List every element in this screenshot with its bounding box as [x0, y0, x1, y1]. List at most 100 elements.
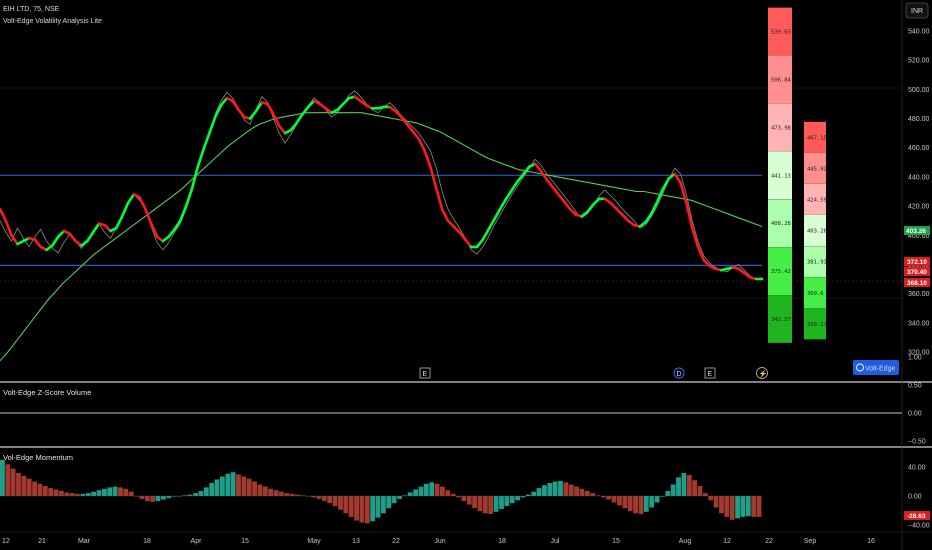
smoothed-line-segment [685, 201, 694, 230]
momentum-bar [316, 496, 322, 499]
zone-band [804, 246, 826, 278]
momentum-bar [477, 496, 483, 512]
momentum-bar [252, 481, 257, 496]
momentum-bar [128, 491, 134, 496]
svg-text:372.10: 372.10 [907, 259, 927, 266]
momentum-bar [42, 485, 48, 496]
smoothed-line-segment [68, 232, 77, 243]
smoothed-line-segment [522, 165, 531, 176]
momentum-bar [601, 496, 606, 498]
momentum-bar [102, 488, 107, 496]
momentum-bar [279, 491, 284, 496]
momentum-bar [59, 491, 64, 496]
smoothed-line-segment [254, 101, 264, 113]
time-axis-tick: 18 [143, 538, 151, 545]
time-axis-tick: 16 [867, 538, 875, 545]
momentum-bar [177, 496, 182, 497]
smoothed-line-segment [498, 197, 508, 211]
momentum-bar [359, 496, 365, 523]
zone-level-label: 424.59 [807, 197, 827, 203]
smoothed-line-segment [452, 225, 461, 234]
smoothed-line-segment [190, 165, 200, 190]
momentum-bar [643, 496, 649, 512]
momentum-bar [520, 496, 526, 498]
price-axis-tick: 360.00 [908, 291, 930, 298]
zone-band [804, 121, 826, 153]
momentum-bar [627, 496, 633, 512]
momentum-bar [713, 496, 719, 508]
close-price-tag: 370.40 [904, 267, 930, 276]
svg-text:Volt-Edge: Volt-Edge [865, 366, 895, 373]
momentum-bar [472, 496, 477, 509]
momentum-bar [139, 496, 145, 499]
zscore-axis-tick: 0.00 [908, 411, 922, 418]
price-axis-tick: 540.00 [908, 29, 930, 36]
smoothed-line-segment [504, 188, 514, 201]
earnings-marker-icon[interactable]: E [704, 367, 716, 379]
zone-band [804, 277, 826, 309]
momentum-bars [0, 460, 762, 524]
smoothed-line-segment [196, 147, 205, 168]
momentum-bar [536, 488, 542, 496]
momentum-bar [660, 496, 665, 497]
smoothed-line-segment [4, 219, 13, 237]
zone-level-label: 375.42 [771, 269, 791, 275]
smoothed-line-segment [103, 223, 112, 233]
smoothed-line-segment [655, 187, 665, 203]
momentum-bar [611, 496, 617, 503]
smoothed-line-segment [86, 231, 95, 243]
smoothed-line-segment [167, 228, 176, 238]
svg-text:370.40: 370.40 [907, 269, 927, 276]
zscore-axis-tick: 1.00 [908, 355, 922, 362]
time-axis-tick: Aug [679, 538, 692, 545]
momentum-bar [703, 493, 708, 496]
momentum-bar [182, 495, 188, 496]
zone-band [804, 183, 826, 215]
dividend-marker-icon[interactable]: D [673, 367, 685, 379]
smoothed-line-segment [51, 235, 60, 247]
smoothed-line-segment [289, 121, 299, 132]
volatility-zones: Snapshot539.63506.84473.98441.13408.2837… [768, 7, 827, 343]
momentum-bar [751, 496, 757, 517]
time-axis-tick: 15 [241, 538, 249, 545]
momentum-bar [574, 486, 579, 496]
momentum-bar [5, 464, 11, 496]
volt-edge-badge[interactable]: Volt-Edge [853, 360, 899, 375]
momentum-bar [53, 489, 59, 496]
time-axis-tick: May [307, 538, 321, 545]
earnings-marker-icon[interactable]: E [419, 367, 431, 379]
momentum-pane-title: Vol-Edge Momentum [3, 453, 73, 462]
smoothed-line-segment [621, 213, 630, 222]
momentum-bar [558, 480, 563, 496]
zone-level-label: 441.13 [771, 173, 791, 179]
momentum-value-tag: -28.63 [904, 511, 930, 520]
momentum-bar [499, 496, 504, 509]
smoothed-line-segment [458, 231, 467, 241]
momentum-bar [150, 496, 156, 502]
momentum-bar [107, 487, 113, 496]
momentum-bar [375, 496, 381, 518]
smoothed-line-segment [411, 130, 421, 141]
smoothed-line-segment [510, 180, 520, 192]
flash-event-icon[interactable]: ⚡ [756, 367, 768, 379]
momentum-axis: 40.00 0.00 −40.00 [908, 465, 930, 530]
momentum-bar [37, 483, 43, 496]
smoothed-line-segment [487, 217, 496, 231]
smoothed-line-segment [394, 110, 403, 119]
smoothed-line-segment [341, 96, 351, 106]
momentum-bar [257, 484, 263, 496]
momentum-bar [0, 460, 5, 496]
momentum-bar [187, 494, 193, 496]
smoothed-line-segment [493, 207, 502, 221]
momentum-bar [198, 491, 204, 496]
momentum-bar [638, 496, 644, 514]
zone-band [804, 215, 826, 246]
currency-button[interactable]: INR [905, 2, 929, 19]
zone-level-label: 381.93 [807, 260, 827, 266]
smoothed-line-segment [120, 201, 130, 218]
smoothed-line-segment [272, 112, 281, 128]
smoothed-line-segment [405, 123, 415, 133]
momentum-bar [568, 484, 574, 496]
zone-band [768, 103, 792, 152]
momentum-bar [515, 496, 520, 501]
